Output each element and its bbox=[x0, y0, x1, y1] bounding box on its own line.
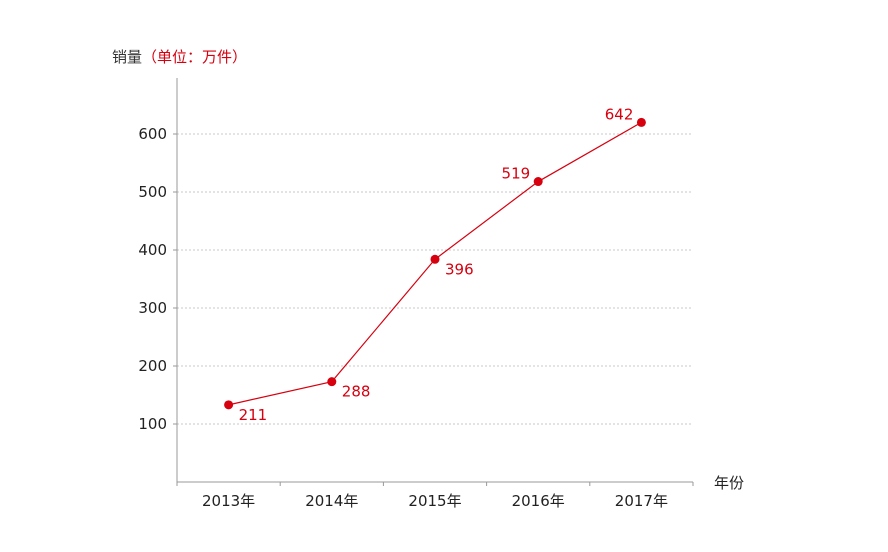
data-label: 642 bbox=[605, 105, 634, 123]
data-label: 211 bbox=[239, 406, 268, 424]
y-axis-unit: （单位：万件） bbox=[142, 48, 247, 66]
x-axis-title: 年份 bbox=[714, 474, 744, 492]
data-point bbox=[224, 400, 234, 410]
y-tick-label: 100 bbox=[138, 415, 167, 433]
x-tick-label: 2014年 bbox=[305, 492, 358, 510]
y-tick-label: 400 bbox=[138, 241, 167, 259]
data-labels: 211 288 396 519 642 bbox=[239, 105, 634, 423]
series-line bbox=[224, 117, 646, 410]
x-axis-ticks: 2013年 2014年 2015年 2016年 2017年 bbox=[176, 482, 694, 510]
x-tick-label: 2017年 bbox=[615, 492, 668, 510]
x-tick-label: 2015年 bbox=[408, 492, 461, 510]
x-tick-label: 2016年 bbox=[512, 492, 565, 510]
y-tick-label: 300 bbox=[138, 299, 167, 317]
x-tick-label: 2013年 bbox=[202, 492, 255, 510]
data-point bbox=[636, 117, 646, 127]
y-tick-label: 200 bbox=[138, 357, 167, 375]
y-axis-ticks: 100 200 300 400 500 600 bbox=[138, 125, 177, 433]
y-axis-title-text: 销量 bbox=[112, 48, 142, 66]
data-point bbox=[533, 177, 543, 187]
grid-lines bbox=[177, 133, 693, 425]
data-label: 396 bbox=[445, 260, 474, 278]
y-tick-label: 500 bbox=[138, 183, 167, 201]
axes bbox=[176, 78, 693, 483]
data-point bbox=[327, 377, 337, 387]
y-axis-title: 销量（单位：万件） bbox=[112, 48, 247, 66]
data-label: 519 bbox=[502, 165, 531, 183]
data-point bbox=[430, 254, 440, 264]
data-label: 288 bbox=[342, 383, 371, 401]
y-tick-label: 600 bbox=[138, 125, 167, 143]
